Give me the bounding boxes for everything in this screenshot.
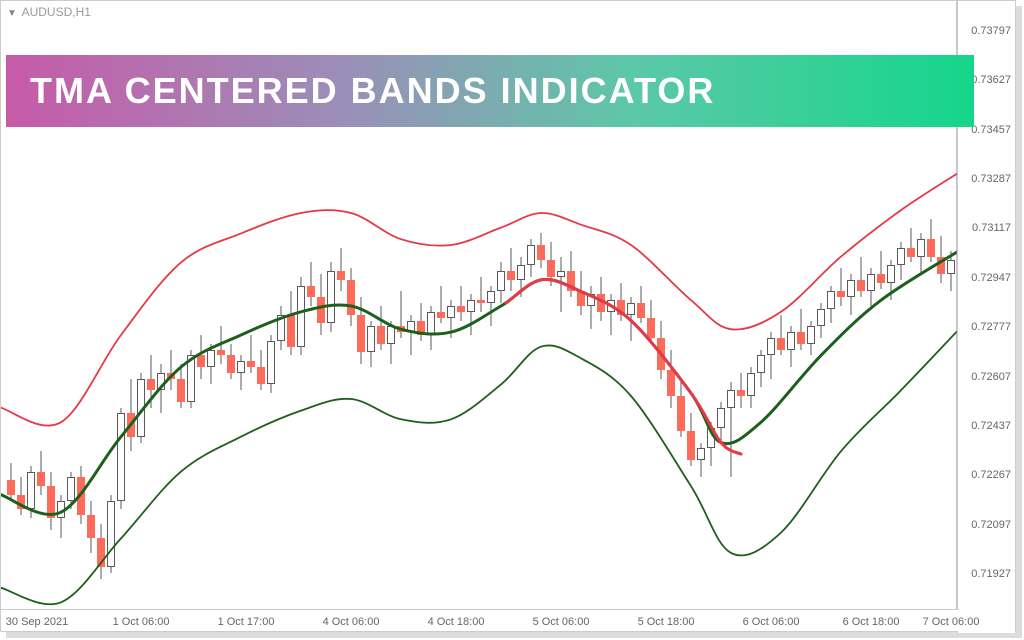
y-tick-label: 0.73627 xyxy=(971,74,1011,86)
y-tick-label: 0.73457 xyxy=(971,124,1011,136)
y-tick-label: 0.73287 xyxy=(971,173,1011,185)
band-lower xyxy=(1,329,959,604)
chart-frame: ▼ AUDUSD,H1 TMA CENTERED BANDS INDICATOR… xyxy=(0,0,1016,632)
x-tick-label: 4 Oct 06:00 xyxy=(323,616,380,628)
band-middle-red xyxy=(506,280,741,455)
x-tick-label: 4 Oct 18:00 xyxy=(428,616,485,628)
x-tick-label: 30 Sep 2021 xyxy=(6,616,68,628)
y-tick-label: 0.73117 xyxy=(972,222,1011,234)
x-tick-label: 1 Oct 06:00 xyxy=(113,616,170,628)
symbol-text: AUDUSD,H1 xyxy=(22,5,91,19)
x-tick-label: 7 Oct 06:00 xyxy=(923,616,980,628)
x-tick-label: 6 Oct 06:00 xyxy=(743,616,800,628)
x-tick-label: 6 Oct 18:00 xyxy=(843,616,900,628)
dropdown-arrow-icon: ▼ xyxy=(7,8,17,19)
y-tick-label: 0.72437 xyxy=(971,420,1011,432)
banner-text: TMA CENTERED BANDS INDICATOR xyxy=(30,70,715,112)
band-middle xyxy=(1,251,959,515)
y-tick-label: 0.71927 xyxy=(971,568,1011,580)
x-tick-label: 1 Oct 17:00 xyxy=(218,616,275,628)
symbol-label: ▼ AUDUSD,H1 xyxy=(7,5,91,19)
y-tick-label: 0.72607 xyxy=(971,371,1011,383)
band-upper xyxy=(1,172,959,425)
y-tick-label: 0.72777 xyxy=(971,321,1011,333)
title-banner: TMA CENTERED BANDS INDICATOR xyxy=(6,55,974,127)
x-tick-label: 5 Oct 18:00 xyxy=(638,616,695,628)
y-tick-label: 0.73797 xyxy=(971,25,1011,37)
y-tick-label: 0.72947 xyxy=(971,272,1011,284)
y-tick-label: 0.72097 xyxy=(971,519,1011,531)
y-tick-label: 0.72267 xyxy=(971,469,1011,481)
x-axis: 30 Sep 2021 1 Oct 06:00 1 Oct 17:00 4 Oct 0… xyxy=(1,609,959,631)
x-tick-label: 5 Oct 06:00 xyxy=(533,616,590,628)
